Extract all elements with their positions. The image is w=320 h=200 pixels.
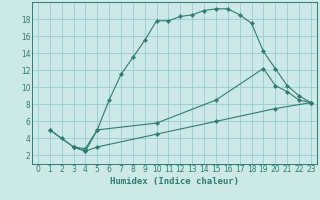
X-axis label: Humidex (Indice chaleur): Humidex (Indice chaleur) [110, 177, 239, 186]
